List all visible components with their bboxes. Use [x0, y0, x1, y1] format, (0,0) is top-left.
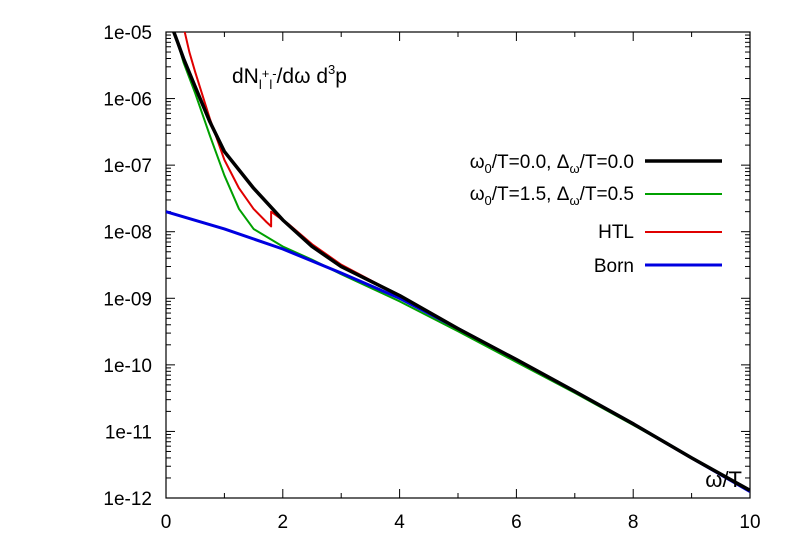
x-tick-label: 8: [628, 512, 639, 533]
chart-title: dNl+l-/dω d3p: [232, 62, 347, 92]
series-line-2: [172, 32, 750, 492]
x-tick-label: 2: [278, 512, 289, 533]
title-sup1: +: [262, 66, 270, 81]
x-axis-label: ω/T: [705, 467, 742, 492]
x-tick-label: 4: [394, 512, 405, 533]
series-line-4: [166, 210, 750, 493]
legend-1-part-c: /T=0.0, Δ: [492, 152, 570, 173]
y-tick-label: 1e-06: [103, 90, 152, 111]
legend-2-part-a: ω: [470, 184, 485, 205]
legend-1-part-b: 0: [485, 161, 492, 176]
y-tick-label: 1e-12: [103, 489, 152, 510]
title-sup3: 3: [328, 62, 335, 77]
legend-label-series-1: ω0/T=0.0, Δω/T=0.0: [470, 152, 634, 176]
title-sub2: l: [269, 77, 272, 92]
legend-1-part-d: ω: [569, 161, 579, 176]
legend-2-part-c: /T=1.5, Δ: [492, 184, 570, 205]
series-lines: [166, 32, 750, 493]
x-tick-label: 6: [511, 512, 522, 533]
y-tick-label: 1e-07: [103, 156, 152, 177]
legend-2-part-e: /T=0.5: [580, 184, 634, 205]
title-sup2: -: [272, 66, 276, 81]
x-tick-label: 10: [739, 512, 760, 533]
series-line-1: [171, 32, 750, 492]
title-rest1: /dω d: [277, 65, 328, 88]
legend-1-part-e: /T=0.0: [580, 152, 634, 173]
legend-2-part-b: 0: [485, 193, 492, 208]
x-tick-label: 0: [161, 512, 172, 533]
legend: ω0/T=0.0, Δω/T=0.0 ω0/T=1.5, Δω/T=0.5 HT…: [470, 152, 722, 277]
axis-ticks: 0 2 4 6 8 10 1e-12 1e-11 1e-10 1e-09 1e-08 1e-07 1e-…: [103, 23, 760, 533]
legend-label-series-2: ω0/T=1.5, Δω/T=0.5: [470, 184, 634, 208]
y-tick-label: 1e-11: [105, 422, 152, 443]
title-sub: l: [259, 77, 262, 92]
y-tick-label: 1e-10: [103, 356, 152, 377]
y-tick-label: 1e-09: [103, 289, 152, 310]
legend-label-series-4: Born: [594, 256, 634, 277]
title-rest2: p: [335, 65, 347, 88]
legend-1-part-a: ω: [470, 152, 485, 173]
y-tick-label: 1e-05: [103, 23, 152, 44]
title-main: dN: [232, 65, 259, 88]
y-tick-label: 1e-08: [103, 223, 152, 244]
legend-label-series-3: HTL: [598, 222, 634, 243]
series-line-3: [183, 32, 750, 492]
legend-2-part-d: ω: [569, 193, 579, 208]
